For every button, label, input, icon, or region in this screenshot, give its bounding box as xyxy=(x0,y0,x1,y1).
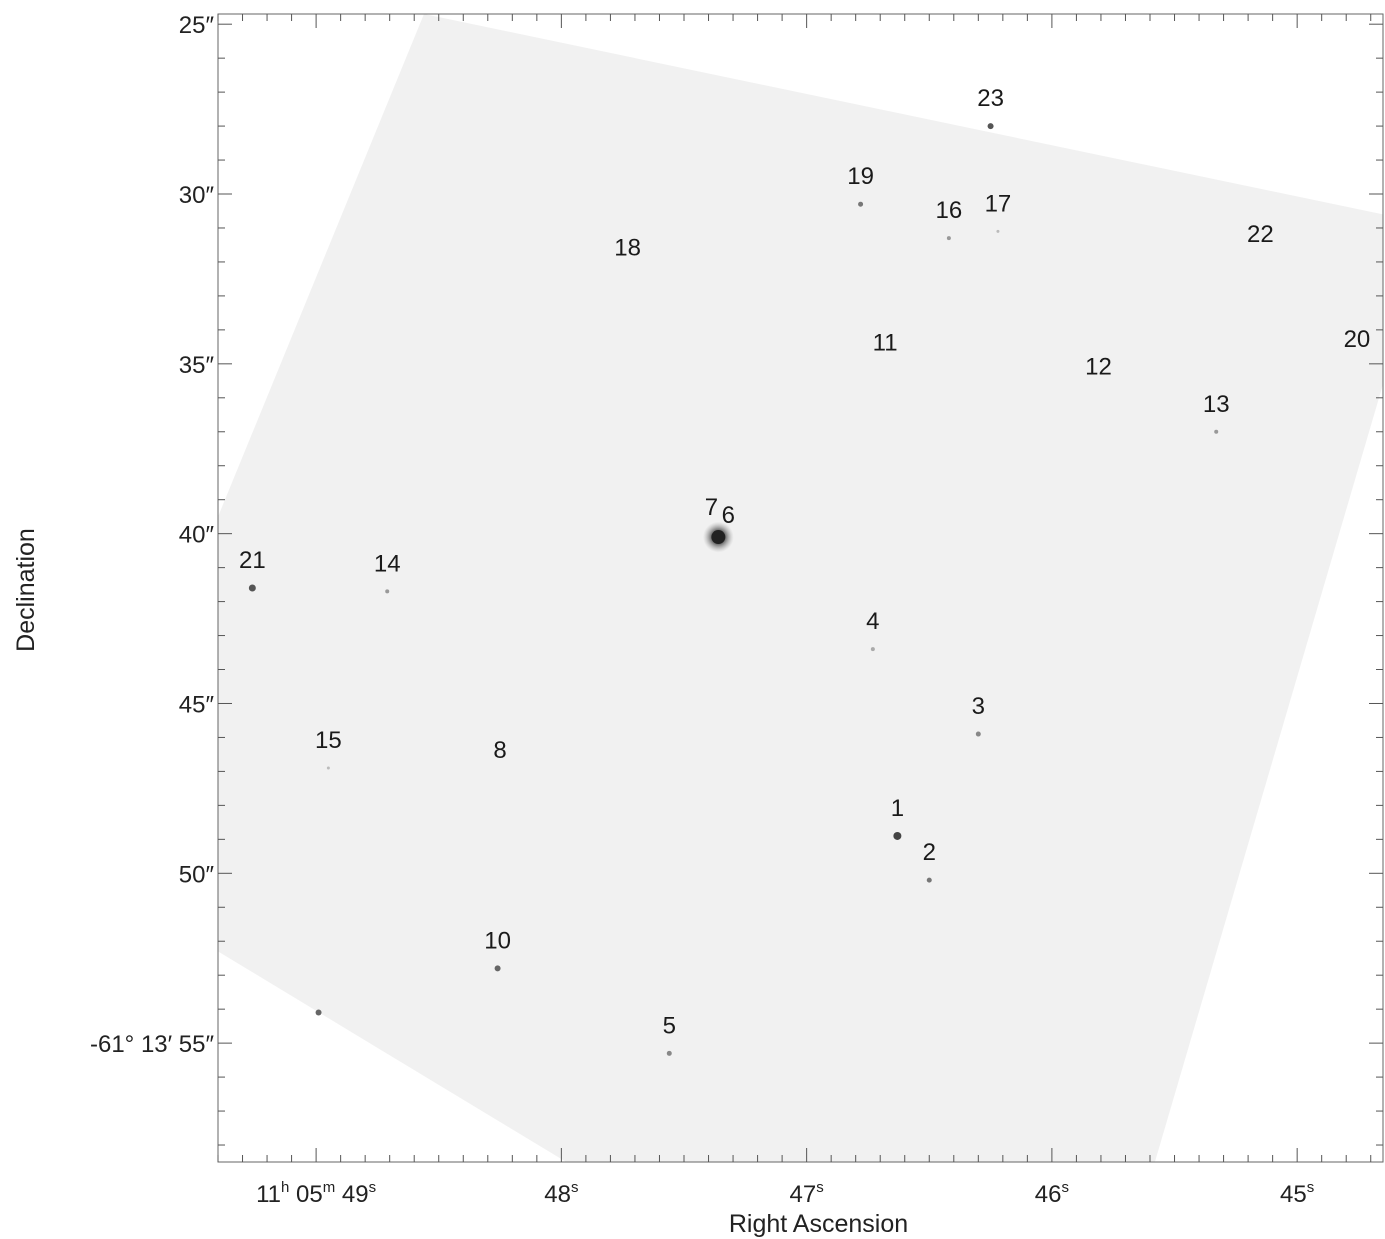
star-label-15: 15 xyxy=(315,727,342,754)
star-label-19: 19 xyxy=(847,163,874,190)
star-label-1: 1 xyxy=(891,795,904,822)
star-marker-10 xyxy=(494,965,501,972)
star-marker-6 xyxy=(711,530,726,545)
x-tick-label: 46s xyxy=(1035,1179,1069,1208)
star-label-7: 7 xyxy=(705,494,718,521)
star-label-21: 21 xyxy=(239,547,266,574)
x-tick-label: 47s xyxy=(790,1179,824,1208)
x-tick-label: 11h 05m 49s xyxy=(256,1179,376,1208)
y-tick-label: -61° 13′ 55″ xyxy=(90,1031,215,1058)
star-label-11: 11 xyxy=(873,330,898,357)
star-label-16: 16 xyxy=(936,197,963,224)
star-marker-u1 xyxy=(315,1009,322,1016)
y-tick-label: 35″ xyxy=(179,352,215,379)
star-marker-14 xyxy=(385,589,390,594)
star-markers xyxy=(248,123,1219,1056)
star-label-10: 10 xyxy=(484,927,511,954)
star-marker-13 xyxy=(1214,429,1219,434)
star-marker-1 xyxy=(893,831,902,840)
star-label-5: 5 xyxy=(663,1012,676,1039)
star-label-2: 2 xyxy=(923,839,936,866)
star-marker-15 xyxy=(326,766,330,770)
star-label-20: 20 xyxy=(1344,326,1371,353)
star-marker-5 xyxy=(666,1050,672,1056)
y-axis-title: Declination xyxy=(12,528,40,652)
star-marker-17 xyxy=(996,229,1000,233)
star-marker-23 xyxy=(987,123,994,130)
y-tick-label: 45″ xyxy=(179,691,215,718)
x-axis-title: Right Ascension xyxy=(729,1210,908,1238)
star-label-3: 3 xyxy=(972,693,985,720)
y-tick-label: 50″ xyxy=(179,861,215,888)
star-label-4: 4 xyxy=(866,608,879,635)
star-marker-19 xyxy=(858,201,864,207)
star-label-13: 13 xyxy=(1203,391,1230,418)
x-tick-labels: 11h 05m 49s 48s 47s 46s 45s xyxy=(256,1179,1314,1208)
footprint-polygon xyxy=(218,14,1383,1162)
star-label-6: 6 xyxy=(722,502,735,529)
star-label-17: 17 xyxy=(985,190,1012,217)
star-marker-4 xyxy=(870,647,875,652)
y-tick-labels: 25″ 30″ 35″ 40″ 45″ 50″ -61° 13′ 55″ xyxy=(90,12,215,1058)
star-label-8: 8 xyxy=(493,737,506,764)
star-marker-2 xyxy=(926,877,932,883)
star-marker-16 xyxy=(946,236,951,241)
y-tick-label: 25″ xyxy=(179,12,215,39)
star-label-14: 14 xyxy=(374,550,401,577)
star-label-23: 23 xyxy=(977,85,1004,112)
star-label-18: 18 xyxy=(614,235,641,262)
axis-ticks xyxy=(217,14,1383,1162)
plot-frame xyxy=(217,13,1384,1163)
y-tick-label: 40″ xyxy=(179,522,215,549)
image-footprint xyxy=(218,14,1383,1162)
y-tick-label: 30″ xyxy=(179,182,215,209)
star-marker-21 xyxy=(248,584,256,592)
star-label-12: 12 xyxy=(1085,353,1112,380)
x-tick-label: 45s xyxy=(1280,1179,1314,1208)
star-label-22: 22 xyxy=(1247,221,1274,248)
star-marker-3 xyxy=(975,731,981,737)
x-tick-label: 48s xyxy=(544,1179,578,1208)
